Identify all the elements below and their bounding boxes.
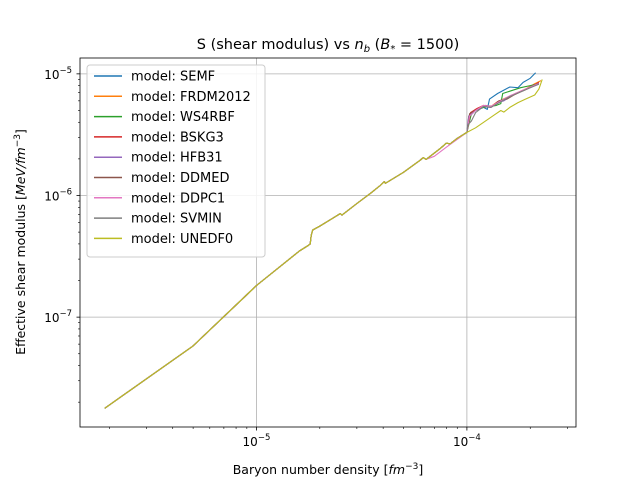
- chart-title: S (shear modulus) vs nb (B* = 1500): [197, 37, 460, 55]
- legend: model: SEMF model: FRDM2012 model: WS4RBF m…: [86, 64, 266, 258]
- legend-label: model: UNEDF0: [131, 232, 233, 247]
- series-line-9: [104, 79, 543, 409]
- legend-label: model: WS4RBF: [131, 110, 235, 125]
- y-tick-label: 10−6: [44, 187, 72, 203]
- legend-label: model: DDPC1: [131, 191, 225, 206]
- y-tick-label: 10−5: [44, 66, 72, 82]
- x-tick-label: 10−5: [243, 433, 271, 449]
- legend-items: model: SEMF model: FRDM2012 model: WS4RBF m…: [94, 70, 251, 247]
- legend-label: model: HFB31: [131, 151, 223, 166]
- x-tick-label: 10−4: [453, 433, 481, 449]
- legend-label: model: SEMF: [131, 70, 215, 85]
- legend-label: model: SVMIN: [131, 212, 222, 227]
- y-axis-label: Effective shear modulus [MeV/fm−3]: [13, 129, 28, 355]
- legend-box: [86, 64, 266, 258]
- y-tick-label: 10−7: [44, 309, 72, 325]
- axis-ticks: 10−5 10−4 10−7 10−6 10−5: [44, 66, 568, 449]
- plot-frame: [79, 57, 577, 428]
- series-lines: [104, 72, 543, 409]
- x-axis-label: Baryon number density [fm−3]: [233, 462, 424, 477]
- legend-label: model: BSKG3: [131, 130, 224, 145]
- legend-label: model: FRDM2012: [131, 90, 251, 105]
- legend-label: model: DDMED: [131, 171, 229, 186]
